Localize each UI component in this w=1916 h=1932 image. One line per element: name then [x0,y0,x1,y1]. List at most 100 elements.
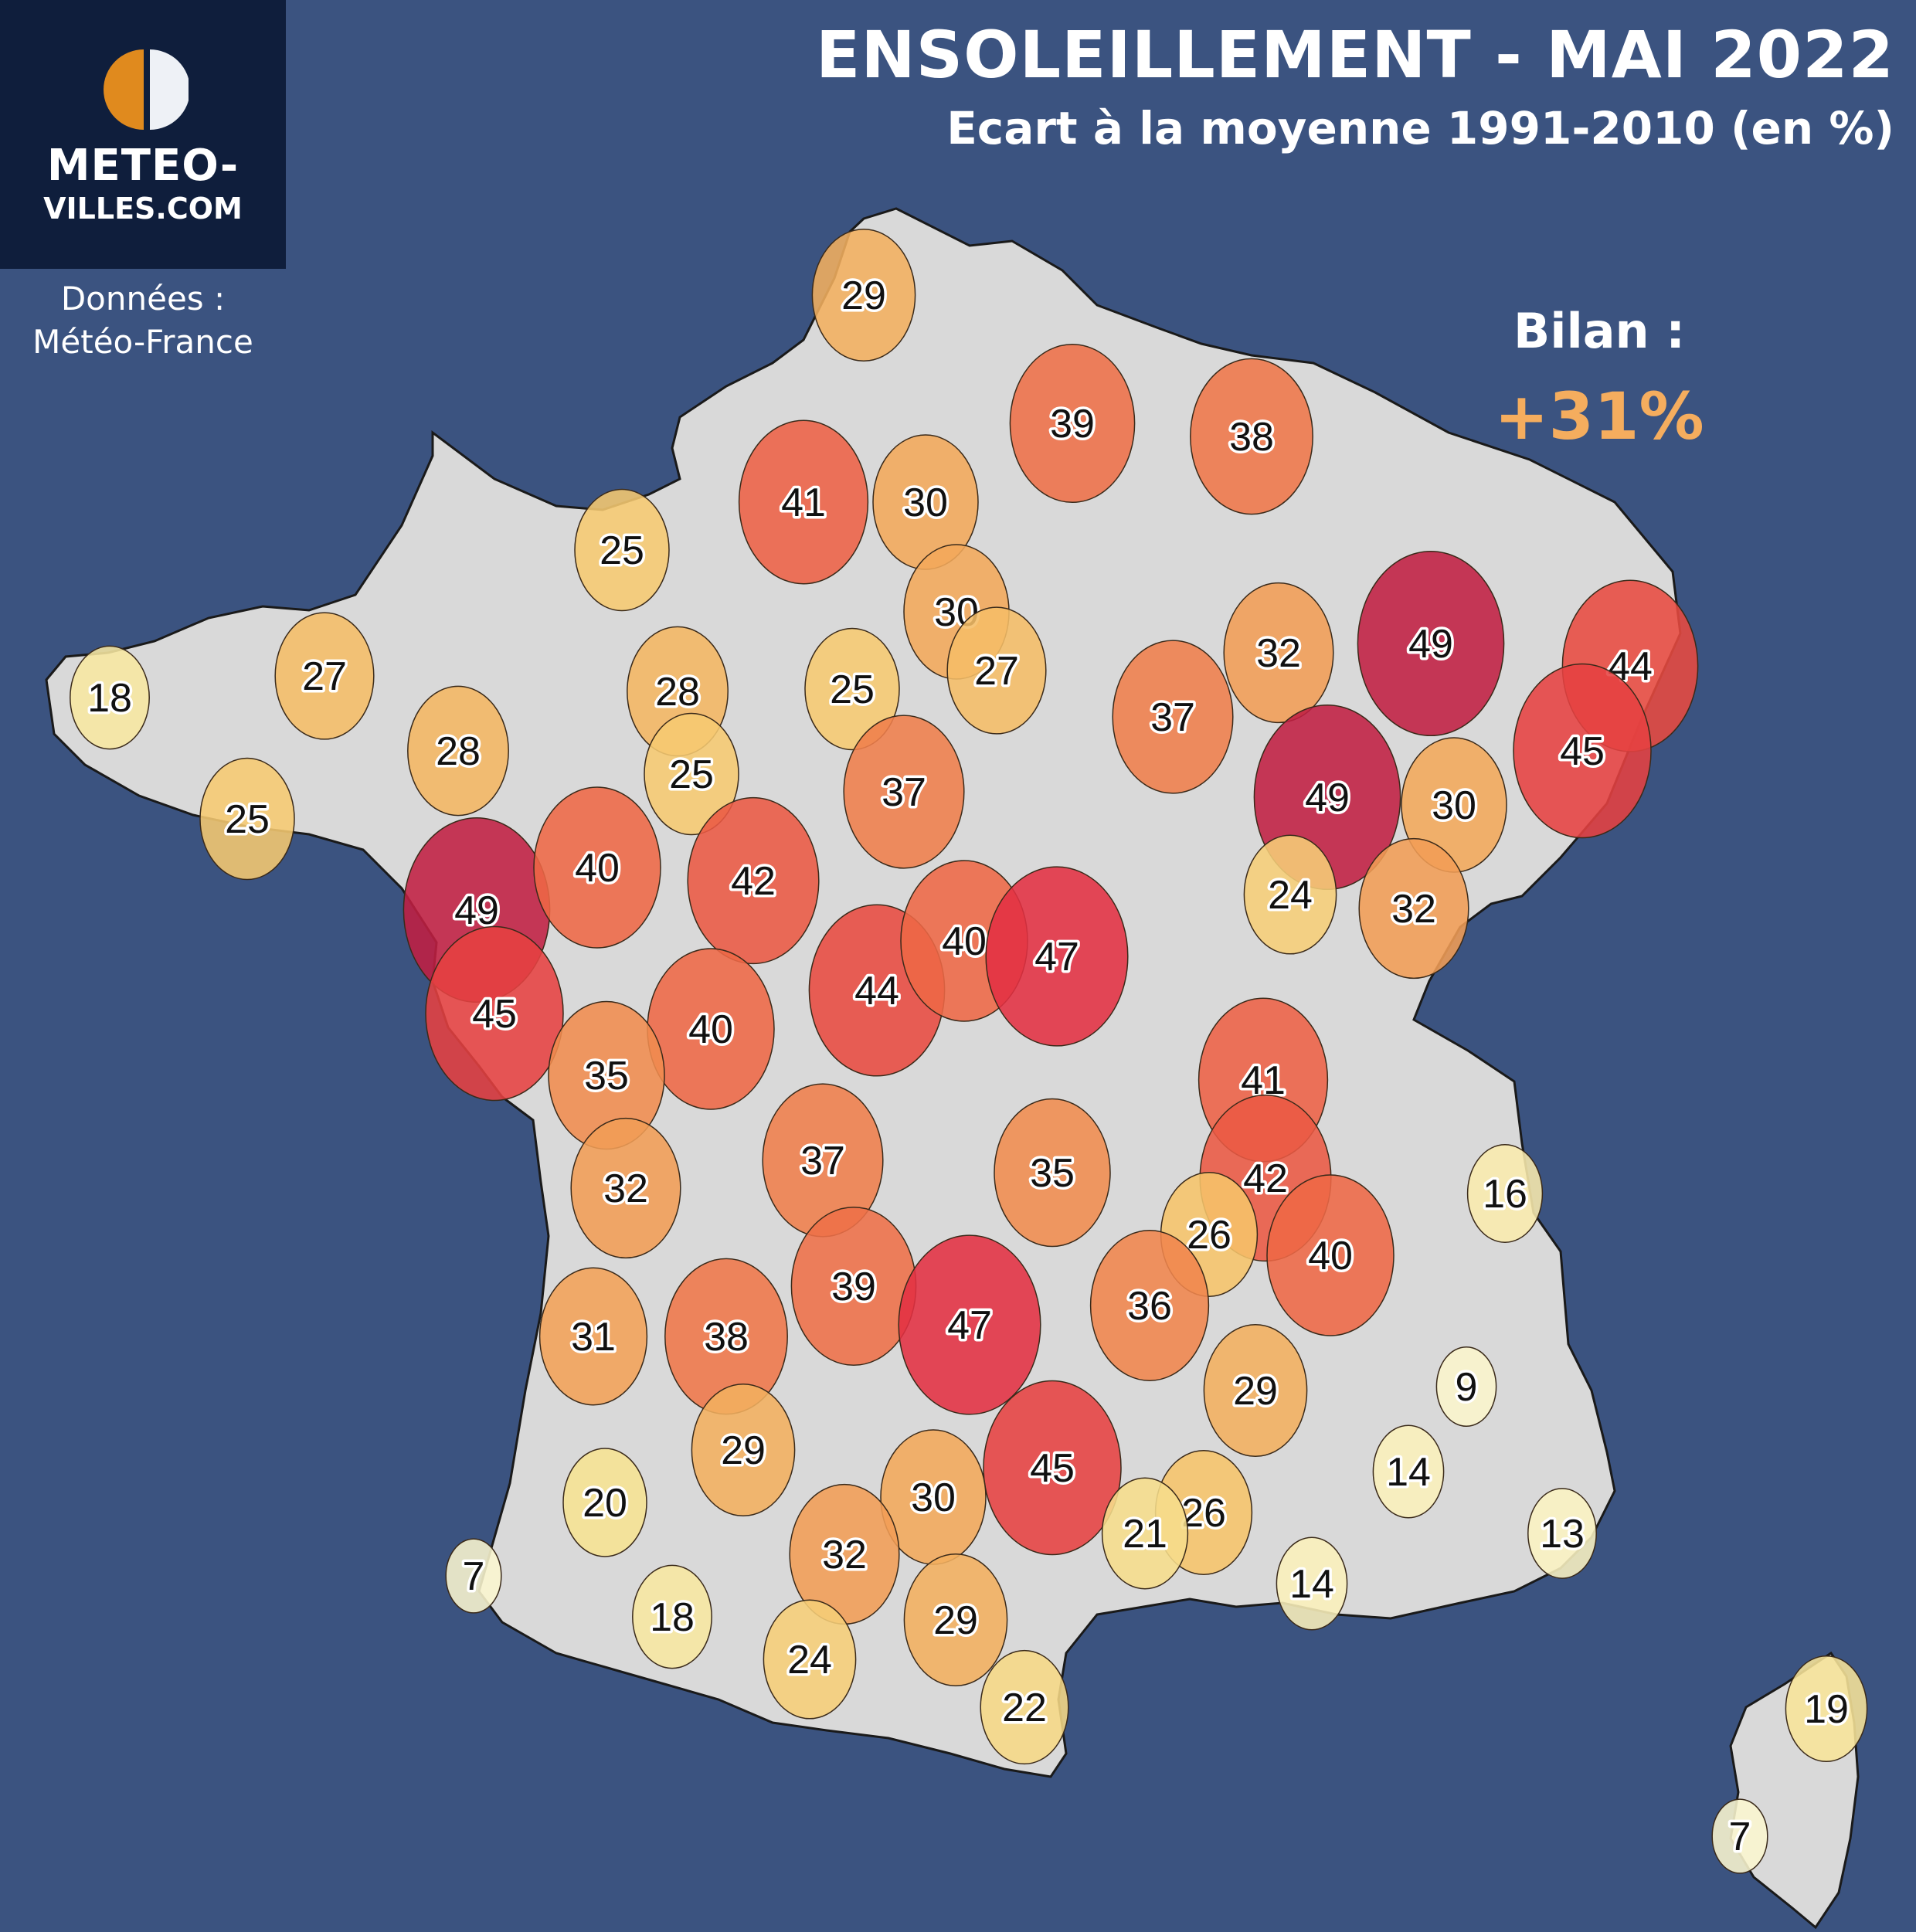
station-bubble-shape [985,866,1129,1047]
station-bubbles: 29 39 38 41 30 25 30 27 18 27 28 28 25 25 25 37 37 32 49 44… [70,228,1868,1874]
station-value-label: 44 [854,969,899,1014]
station-value-label: 14 [1289,1562,1334,1607]
station-bubble: 18 [70,645,150,750]
station-bubble-shape [804,627,900,751]
station-bubble: 47 [898,1234,1041,1415]
station-bubble: 7 [445,1538,502,1614]
station-bubble-shape [562,1448,647,1557]
station-bubble-shape [763,1599,857,1720]
station-bubble: 24 [1243,834,1337,955]
station-value-label: 7 [463,1554,485,1599]
station-bubble: 40 [533,786,661,949]
station-value-label: 45 [1560,729,1605,774]
station-bubble: 25 [644,712,739,836]
station-bubble-shape [533,786,661,949]
summary-value: +31% [1494,379,1704,454]
station-bubble-shape [1243,834,1337,955]
station-bubble-shape [1190,358,1313,515]
station-bubble: 16 [1466,1144,1544,1243]
station-value-label: 47 [1034,935,1079,980]
station-bubble: 28 [407,685,509,817]
station-bubble: 37 [843,715,965,869]
station-bubble: 7 [1711,1798,1768,1874]
station-bubble: 35 [994,1098,1111,1248]
station-value-label: 18 [87,676,132,721]
station-bubble-shape [1435,1346,1497,1428]
station-bubble: 32 [789,1483,900,1625]
station-bubble: 29 [903,1553,1008,1687]
station-bubble-shape [70,645,150,750]
logo-text-top: METEO- [46,141,240,191]
station-bubble: 38 [664,1258,788,1415]
station-bubble: 40 [1266,1174,1395,1336]
station-bubble: 13 [1527,1488,1597,1579]
station-value-label: 49 [454,888,499,933]
station-bubble-shape [1466,1144,1544,1243]
station-value-label: 9 [1456,1365,1478,1410]
station-bubble: 18 [632,1564,712,1669]
source-name: Météo-France [32,323,253,361]
station-bubble: 42 [687,796,820,965]
source-label: Données : [60,280,226,317]
station-value-label: 40 [688,1007,733,1052]
station-bubble-shape [946,606,1047,735]
station-bubble-shape [1357,550,1505,737]
station-bubble: 30 [872,434,979,570]
station-bubble-shape [1527,1488,1597,1579]
station-bubble: 25 [199,757,295,881]
station-value-label: 38 [1229,415,1274,460]
station-value-label: 42 [1243,1156,1288,1201]
station-value-label: 25 [600,528,644,573]
station-bubble-shape [1101,1477,1189,1590]
station-value-label: 25 [225,797,270,842]
station-bubble: 45 [1513,663,1652,839]
station-bubble-shape [1711,1798,1768,1874]
station-bubble: 30 [880,1429,987,1565]
station-bubble: 21 [1101,1477,1189,1590]
station-bubble-shape [903,1553,1008,1687]
station-bubble-shape [1203,1323,1308,1458]
station-bubble-shape [538,1267,648,1406]
station-value-label: 28 [436,729,481,774]
station-bubble: 45 [425,925,564,1102]
station-bubble-shape [1785,1655,1868,1763]
station-value-label: 37 [1150,695,1195,740]
station-bubble: 49 [1357,550,1505,737]
station-value-label: 37 [800,1139,845,1183]
station-value-label: 40 [942,919,987,964]
station-value-label: 27 [974,649,1019,694]
station-bubble: 27 [274,612,375,740]
station-value-label: 18 [650,1595,695,1640]
station-bubble-shape [811,228,916,362]
station-value-label: 49 [1408,622,1453,667]
station-value-label: 45 [1030,1446,1075,1491]
station-value-label: 35 [584,1054,629,1098]
station-bubble: 38 [1190,358,1313,515]
station-value-label: 27 [302,654,347,699]
station-bubble-shape [632,1564,712,1669]
station-value-label: 49 [1305,776,1350,820]
station-bubble: 39 [790,1206,917,1367]
station-value-label: 13 [1540,1512,1585,1557]
station-bubble: 45 [983,1380,1122,1556]
station-value-label: 28 [655,670,700,715]
summary-label: Bilan : [1513,303,1686,359]
station-value-label: 36 [1127,1284,1172,1329]
station-bubble: 29 [811,228,916,362]
station-bubble: 27 [946,606,1047,735]
station-value-label: 40 [1308,1234,1353,1278]
station-bubble-shape [738,419,869,585]
station-bubble: 22 [980,1649,1069,1765]
station-bubble-shape [1112,640,1234,794]
station-value-label: 25 [669,752,714,797]
station-bubble: 37 [762,1083,884,1238]
station-value-label: 25 [830,667,875,712]
station-bubble-shape [199,757,295,881]
station-bubble-shape [980,1649,1069,1765]
station-bubble: 32 [1358,837,1469,980]
station-value-label: 31 [571,1315,616,1360]
station-value-label: 30 [1432,783,1476,828]
map-title: ENSOLEILLEMENT - MAI 2022 [816,17,1894,93]
station-bubble: 29 [1203,1323,1308,1458]
